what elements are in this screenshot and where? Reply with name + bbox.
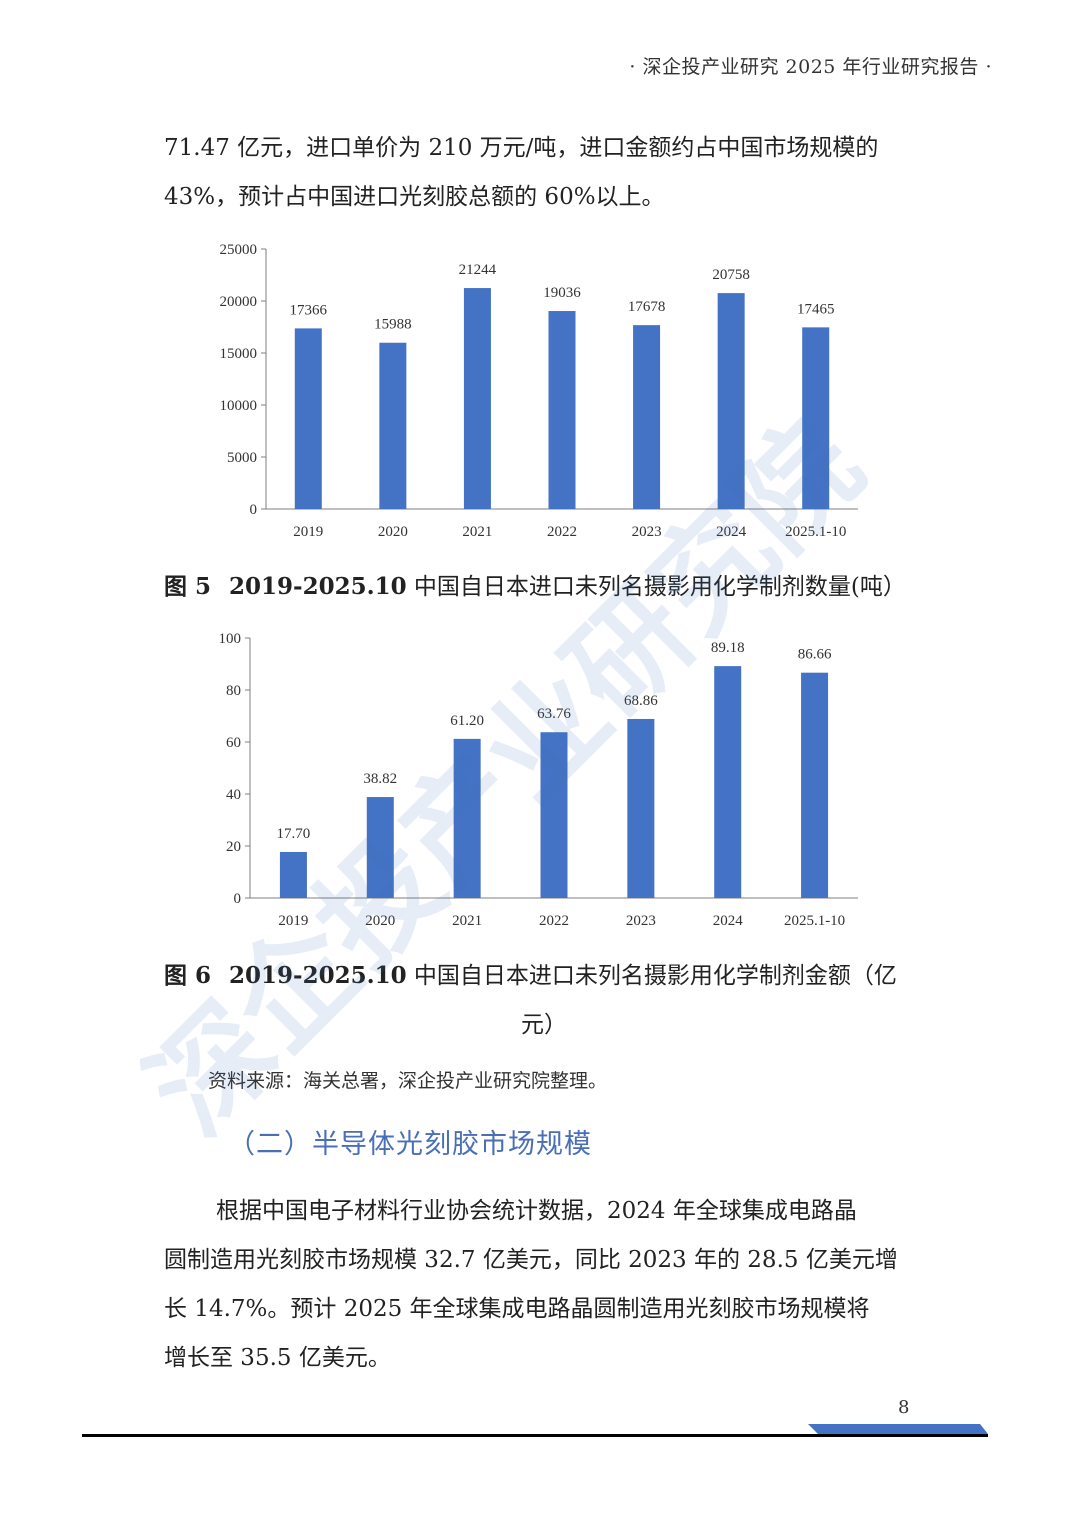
data-label: 89.18 [711, 640, 745, 656]
bar [294, 328, 322, 509]
x-tick-label: 2021 [462, 524, 492, 540]
body-line-1: 根据中国电子材料行业协会统计数据，2024 年全球集成电路晶 [216, 1198, 857, 1224]
data-label: 19036 [543, 285, 581, 301]
figure-5-caption: 图 5 2019-2025.10 中国自日本进口未列名摄影用化学制剂数量(吨） [164, 562, 924, 612]
data-label: 17465 [797, 301, 835, 317]
data-label: 38.82 [363, 771, 397, 787]
data-label: 63.76 [537, 706, 571, 722]
watermark-text: 深企投产业研究院 [140, 395, 887, 1160]
footer-line [82, 1434, 988, 1437]
bar [717, 293, 745, 509]
bar [548, 311, 576, 509]
data-label: 17366 [290, 302, 328, 318]
data-label: 86.66 [798, 647, 832, 663]
bar [801, 672, 829, 898]
figure-5-title: 中国自日本进口未列名摄影用化学制剂数量(吨） [406, 574, 906, 600]
figure-6-title-line-2: 元） [521, 1012, 567, 1038]
body-paragraph: 根据中国电子材料行业协会统计数据，2024 年全球集成电路晶 圆制造用光刻胶市场… [164, 1187, 924, 1383]
figure-6-number: 图 6 [164, 962, 212, 989]
section-heading: （二）半导体光刻胶市场规模 [228, 1129, 592, 1160]
data-label: 20758 [712, 267, 750, 283]
figure-6-title: 中国自日本进口未列名摄影用化学制剂金额（亿 [406, 963, 897, 989]
footer-rule [82, 1424, 988, 1437]
x-tick-label: 2024 [713, 913, 744, 929]
bar [633, 325, 661, 509]
data-label: 61.20 [450, 713, 484, 729]
y-tick-label: 15000 [220, 346, 258, 362]
page-header: · 深企投产业研究 2025 年行业研究报告 · [629, 56, 992, 78]
bar [463, 288, 491, 509]
bar [802, 327, 830, 509]
x-tick-label: 2023 [626, 913, 656, 929]
x-tick-label: 2024 [716, 524, 747, 540]
y-tick-label: 25000 [220, 242, 258, 258]
body-line-2: 圆制造用光刻胶市场规模 32.7 亿美元，同比 2023 年的 28.5 亿美元… [164, 1247, 898, 1273]
y-tick-label: 20000 [220, 294, 258, 310]
data-label: 15988 [374, 317, 412, 333]
y-tick-label: 20 [226, 839, 241, 855]
bar [279, 851, 307, 898]
intro-line-2: 43%，预计占中国进口光刻胶总额的 60%以上。 [164, 184, 665, 210]
data-label: 68.86 [624, 693, 658, 709]
y-tick-label: 100 [219, 631, 242, 647]
y-tick-label: 0 [250, 502, 258, 518]
x-tick-label: 2023 [632, 524, 662, 540]
x-tick-label: 2019 [293, 524, 323, 540]
y-tick-label: 40 [226, 787, 241, 803]
x-tick-label: 2021 [452, 913, 482, 929]
intro-line-1: 71.47 亿元，进口单价为 210 万元/吨，进口金额约占中国市场规模的 [164, 135, 879, 161]
figure-6-period: 2019-2025.10 [229, 962, 407, 989]
body-line-3: 长 14.7%。预计 2025 年全球集成电路晶圆制造用光刻胶市场规模将 [164, 1296, 870, 1322]
bar [627, 718, 655, 898]
data-label: 17.70 [277, 826, 311, 842]
footer-accent-bar [808, 1424, 988, 1434]
y-tick-label: 80 [226, 683, 241, 699]
body-line-4: 增长至 35.5 亿美元。 [164, 1345, 391, 1371]
bar [714, 666, 742, 898]
x-tick-label: 2020 [365, 913, 395, 929]
data-label: 17678 [628, 299, 666, 315]
figure-6-caption: 图 6 2019-2025.10 中国自日本进口未列名摄影用化学制剂金额（亿 元） [164, 951, 924, 1050]
y-tick-label: 0 [234, 891, 242, 907]
x-tick-label: 2019 [278, 913, 308, 929]
bar [540, 732, 568, 898]
x-tick-label: 2022 [547, 524, 577, 540]
page-number: 8 [898, 1397, 910, 1418]
bar [453, 738, 481, 898]
x-tick-label: 2020 [378, 524, 408, 540]
y-tick-label: 10000 [220, 398, 258, 414]
figure-5-period: 2019-2025.10 [229, 573, 407, 600]
import-quantity-chart: 0 5000 10000 15000 20000 25000 17366 2019 15988 2… [220, 242, 858, 540]
x-tick-label: 2025.1-10 [784, 913, 845, 929]
x-tick-label: 2025.1-10 [785, 524, 846, 540]
intro-paragraph: 71.47 亿元，进口单价为 210 万元/吨，进口金额约占中国市场规模的 43… [164, 124, 924, 222]
bar [379, 342, 407, 509]
y-tick-label: 5000 [227, 450, 257, 466]
figure-5-number: 图 5 [164, 573, 212, 600]
x-tick-label: 2022 [539, 913, 569, 929]
watermark-stamp: 深企投产业研究院 [140, 395, 887, 1160]
data-label: 21244 [459, 262, 497, 278]
y-tick-label: 60 [226, 735, 241, 751]
import-amount-chart: 0 20 40 60 80 100 17.70 2019 38.82 2020 61.20 2021 6… [219, 631, 858, 929]
source-note: 资料来源：海关总署，深企投产业研究院整理。 [208, 1070, 608, 1092]
bar [366, 797, 394, 898]
